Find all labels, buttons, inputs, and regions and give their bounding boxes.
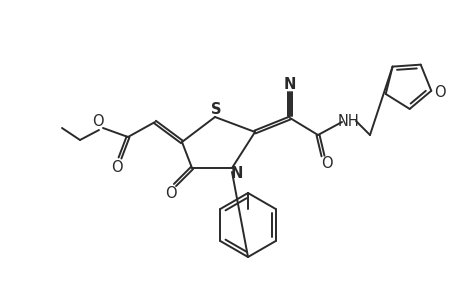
Text: O: O [434, 85, 445, 100]
Text: O: O [92, 113, 104, 128]
Text: O: O [320, 157, 332, 172]
Text: S: S [210, 103, 221, 118]
Text: N: N [283, 76, 296, 92]
Text: NH: NH [337, 113, 359, 128]
Text: O: O [111, 160, 123, 175]
Text: O: O [165, 187, 176, 202]
Text: N: N [230, 167, 243, 182]
